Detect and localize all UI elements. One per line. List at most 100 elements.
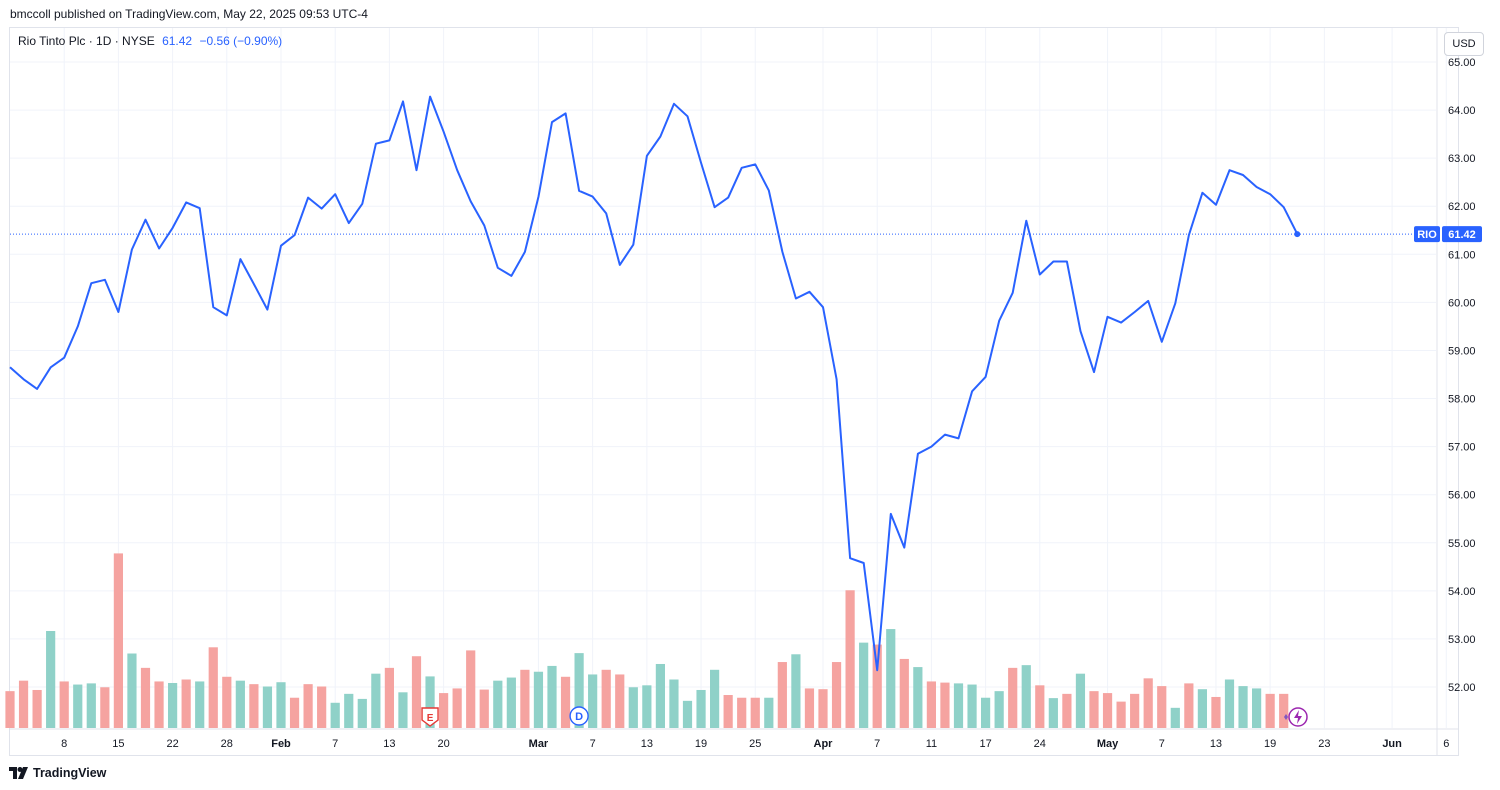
volume-bar	[899, 658, 909, 728]
volume-bar	[1143, 678, 1153, 728]
volume-bar	[953, 683, 964, 728]
currency-button[interactable]: USD	[1444, 32, 1484, 56]
volume-bar	[127, 653, 137, 728]
earnings-marker-label: E	[427, 713, 434, 724]
volume-bar	[1021, 665, 1031, 728]
volume-bar	[411, 656, 422, 728]
footer-brand[interactable]: TradingView	[9, 766, 106, 780]
time-tick-label: 6	[1443, 738, 1449, 750]
price-tag: RIO 61.42	[1414, 226, 1482, 243]
volume-bar	[723, 695, 733, 728]
volume-bar	[1224, 679, 1235, 728]
volume-bars	[5, 553, 1289, 728]
time-tick-label: Mar	[529, 738, 549, 750]
time-tick-label: 19	[1264, 738, 1276, 750]
volume-bar	[384, 667, 394, 728]
volume-bar	[615, 674, 625, 728]
volume-bar	[249, 684, 259, 728]
volume-bar	[1102, 693, 1113, 728]
time-tick-label: Jun	[1382, 738, 1402, 750]
tradingview-logo-icon	[9, 767, 28, 779]
price-tick-label: 55.00	[1448, 538, 1476, 550]
volume-bar	[994, 691, 1004, 728]
time-tick-label: 11	[926, 738, 937, 750]
volume-bar	[737, 697, 747, 728]
volume-bar	[506, 677, 516, 728]
volume-bar	[940, 682, 950, 728]
volume-bar	[181, 679, 191, 728]
volume-bar	[791, 654, 801, 728]
last-price-dot	[1294, 231, 1301, 238]
volume-bar	[330, 702, 340, 728]
volume-bar	[574, 653, 584, 728]
volume-bar	[1197, 689, 1207, 728]
volume-bar	[533, 671, 544, 728]
time-tick-label: 7	[874, 738, 880, 750]
time-tick-label: 19	[695, 738, 707, 750]
lightning-icon[interactable]	[1284, 707, 1308, 727]
volume-bar	[913, 667, 923, 728]
dividend-marker-icon[interactable]	[569, 706, 589, 726]
volume-bar	[872, 644, 882, 728]
volume-bar	[1279, 693, 1289, 728]
volume-bar	[818, 689, 828, 728]
volume-bar	[1048, 698, 1058, 728]
time-tick-label: 7	[590, 738, 596, 750]
volume-bar	[655, 663, 665, 728]
published-caption: bmccoll published on TradingView.com, Ma…	[10, 7, 368, 21]
volume-bar	[303, 684, 313, 728]
volume-bar	[1170, 707, 1180, 728]
price-tick-label: 64.00	[1448, 105, 1476, 117]
chart-pane[interactable]	[9, 27, 1459, 756]
earnings-marker-icon[interactable]	[421, 707, 439, 727]
time-tick-label: 20	[437, 738, 449, 750]
volume-bar	[466, 650, 476, 728]
volume-bar	[73, 684, 83, 728]
volume-bar	[5, 691, 15, 728]
volume-bar	[560, 676, 571, 728]
volume-bar	[696, 689, 706, 728]
time-tick-label: Feb	[271, 738, 291, 750]
volume-bar	[222, 676, 232, 728]
volume-bar	[831, 662, 842, 728]
volume-bar	[357, 698, 367, 728]
volume-bar	[154, 681, 164, 728]
price-tick-label: 59.00	[1448, 345, 1476, 357]
volume-bar	[1211, 696, 1221, 728]
time-axis[interactable]: 8 15 22 28 Feb 7 13 20 Mar 7 13 19 25 Apr 7 11 17 24 May 7 1…	[9, 728, 1459, 750]
price-tick-label: 60.00	[1448, 297, 1476, 309]
grid	[10, 28, 1447, 728]
time-tick-label: 25	[749, 738, 761, 750]
volume-bar	[439, 693, 449, 728]
volume-bar	[926, 681, 936, 728]
volume-bar	[1238, 686, 1248, 728]
volume-bar	[1008, 667, 1018, 728]
symbol-legend[interactable]: Rio Tinto Plc · 1D · NYSE 61.42 −0.56 (−…	[18, 34, 282, 48]
price-tick-label: 52.00	[1448, 682, 1476, 694]
time-tick-label: 7	[1159, 738, 1165, 750]
volume-bar	[452, 688, 462, 728]
price-tick-label: 61.00	[1448, 249, 1476, 261]
volume-bar	[1035, 685, 1045, 728]
volume-bar	[140, 667, 151, 728]
time-tick-label: 13	[383, 738, 395, 750]
volume-bar	[276, 682, 286, 728]
price-tick-label: 65.00	[1448, 57, 1476, 69]
volume-bar	[425, 676, 435, 728]
volume-bar	[317, 686, 327, 728]
volume-bar	[547, 665, 557, 728]
volume-bar	[86, 683, 96, 728]
symbol-title: Rio Tinto Plc · 1D · NYSE	[18, 34, 155, 48]
price-tag-value-bg	[1442, 226, 1482, 243]
time-tick-label: 28	[221, 738, 233, 750]
volume-bar	[195, 681, 205, 728]
price-axis[interactable]: 52.00 53.00 54.00 55.00 56.00 57.00 58.00 59.00…	[1436, 28, 1476, 756]
price-tick-label: 53.00	[1448, 634, 1476, 646]
last-price: 61.42	[162, 34, 193, 48]
volume-bar	[479, 689, 489, 728]
time-tick-label: 13	[1210, 738, 1222, 750]
price-tick-label: 62.00	[1448, 201, 1476, 213]
price-tick-label: 58.00	[1448, 394, 1476, 406]
